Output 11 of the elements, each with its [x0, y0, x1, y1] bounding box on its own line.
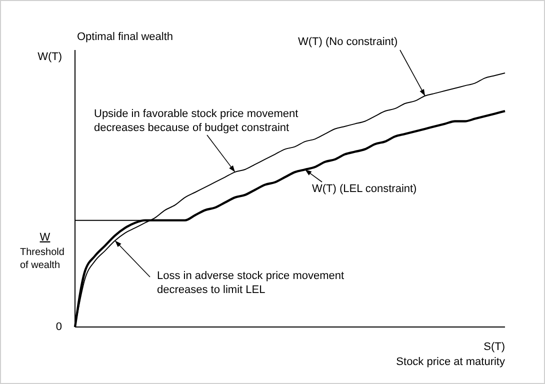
y-axis-title: W(T)	[38, 51, 62, 63]
legend-label: W(T) (LEL constraint)	[312, 183, 417, 195]
text: W(T) (No constraint)	[298, 36, 398, 48]
ref-line-label: W	[40, 231, 51, 244]
annotation: Upside in favorable stock price movement decreases because of budget constraint	[94, 108, 298, 134]
chart-title: Optimal final wealth	[77, 31, 173, 43]
text: Stock price at maturity	[396, 356, 506, 368]
text: 0	[56, 321, 62, 333]
text: Threshold of wealth	[20, 247, 64, 271]
annotation: Loss in adverse stock price movement decreases to limit LEL	[157, 270, 344, 296]
x-axis-title: S(T)	[484, 341, 505, 353]
